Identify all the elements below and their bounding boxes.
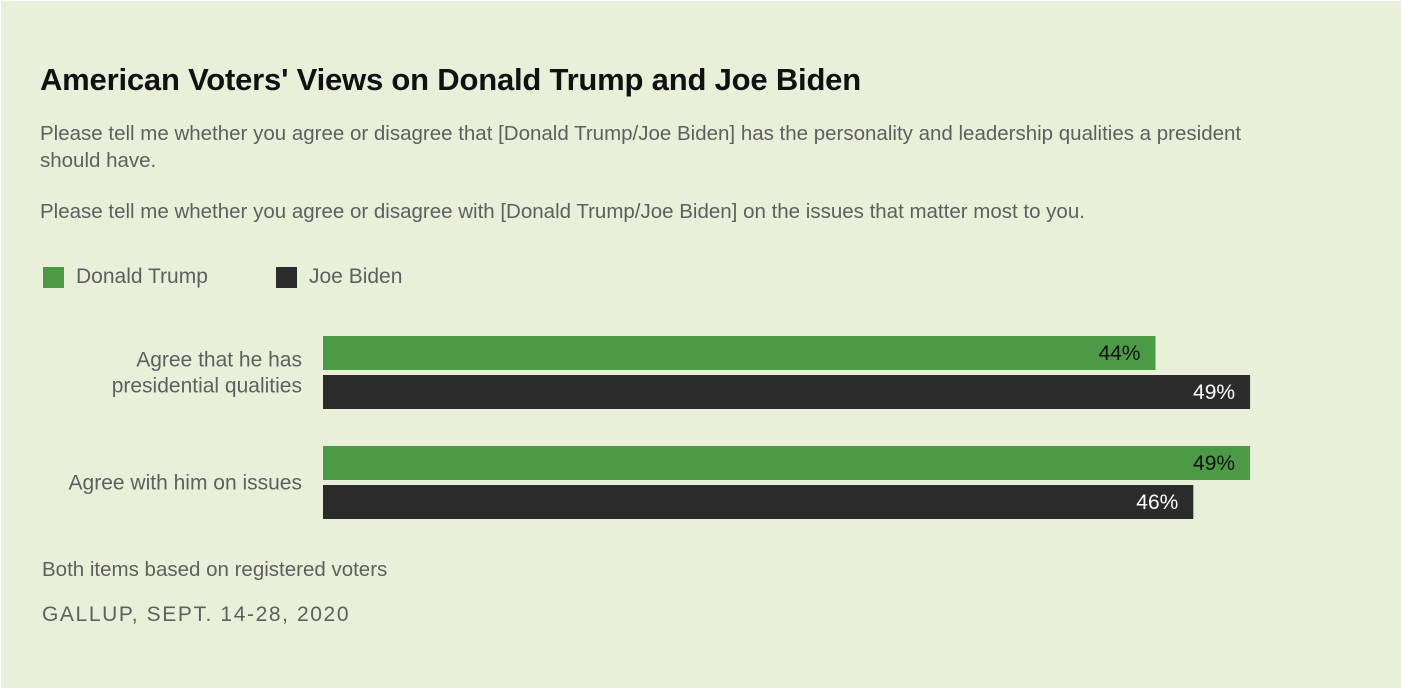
bar-biden: [323, 485, 1194, 519]
bar-value-label: 44%: [1098, 342, 1140, 365]
legend-label-biden: Joe Biden: [309, 265, 403, 288]
bar-value-label: 46%: [1136, 491, 1178, 514]
legend-swatch-trump: [43, 266, 64, 288]
bar-value-label: 49%: [1193, 381, 1235, 404]
category-label: presidential qualities: [112, 375, 302, 398]
bar-value-label: 49%: [1193, 452, 1235, 475]
chart-source: GALLUP, SEPT. 14-28, 2020: [42, 603, 351, 626]
bar-biden: [323, 375, 1251, 409]
chart-subtitle-question-2: Please tell me whether you agree or disa…: [40, 200, 1085, 223]
chart-subtitle-question-1: Please tell me whether you agree or disa…: [40, 122, 1242, 172]
chart-note: Both items based on registered voters: [42, 558, 388, 581]
bar-trump: [323, 336, 1156, 370]
legend-swatch-biden: [276, 266, 297, 288]
chart-title: American Voters' Views on Donald Trump a…: [40, 62, 861, 97]
legend-label-trump: Donald Trump: [76, 265, 208, 288]
category-label: Agree with him on issues: [69, 472, 302, 495]
legend-item-trump: Donald Trump: [43, 264, 208, 290]
bar-trump: [323, 446, 1251, 480]
legend-item-biden: Joe Biden: [276, 264, 402, 290]
category-label: Agree that he has: [136, 349, 302, 372]
